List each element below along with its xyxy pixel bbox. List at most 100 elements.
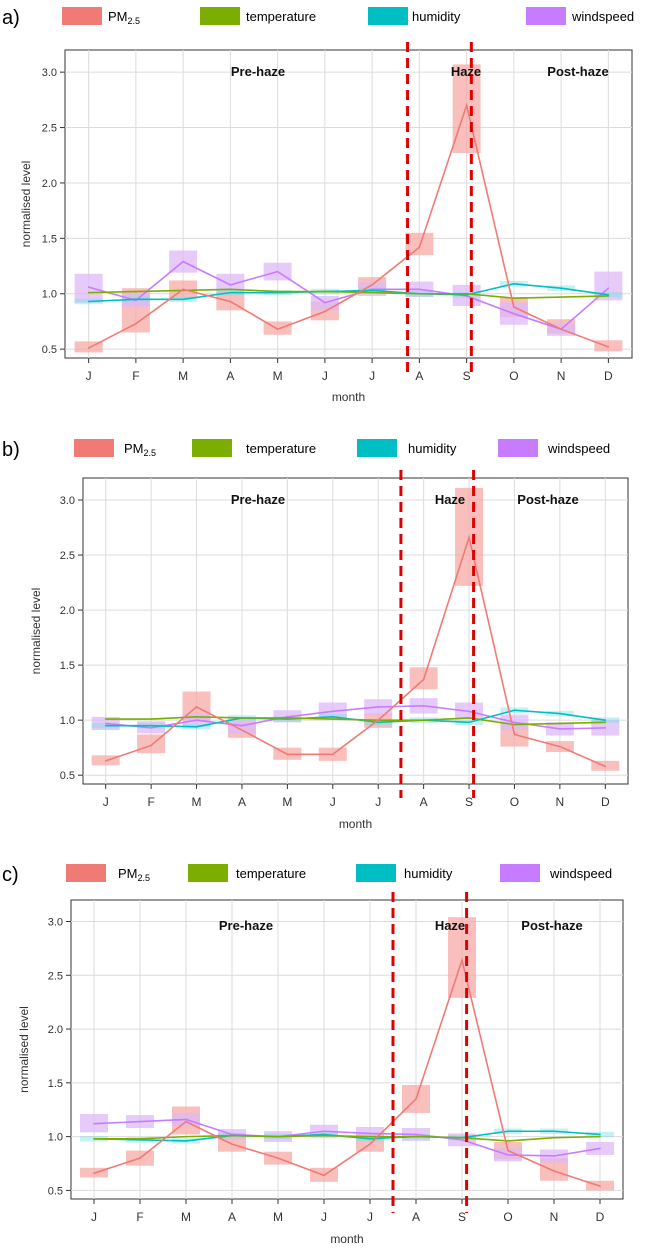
y-tick-label: 2.5 — [48, 970, 63, 982]
x-tick-label: M — [282, 795, 292, 809]
point-temperature — [465, 292, 468, 295]
point-windspeed — [331, 710, 334, 713]
point-pm25 — [507, 1149, 509, 1152]
x-tick-label: S — [465, 795, 473, 809]
point-temperature — [286, 717, 289, 719]
point-pm25 — [331, 753, 334, 756]
y-tick-label: 1.0 — [42, 289, 57, 301]
legend-swatch-windspeed — [526, 7, 566, 25]
legend-swatch-pm25 — [74, 439, 114, 457]
x-tick-label: N — [557, 369, 566, 383]
point-pm25 — [560, 328, 562, 330]
point-pm25 — [276, 328, 279, 330]
point-pm25 — [369, 1143, 371, 1145]
point-humidity — [513, 282, 515, 285]
point-temperature — [468, 717, 470, 719]
point-humidity — [195, 725, 198, 728]
x-tick-label: J — [369, 369, 375, 383]
legend-pm-main: PM — [108, 9, 128, 24]
x-tick-label: A — [238, 795, 246, 809]
point-windspeed — [418, 288, 421, 291]
point-windspeed — [241, 724, 243, 727]
legend-label-pm25: PM2.5 — [108, 9, 140, 26]
point-pm25 — [468, 536, 470, 539]
point-temperature — [507, 1140, 509, 1142]
point-temperature — [241, 717, 243, 719]
point-temperature — [135, 290, 137, 293]
legend-swatch-humidity — [356, 864, 396, 882]
point-pm25 — [599, 1185, 601, 1187]
point-humidity — [507, 1130, 509, 1133]
chart-panel-b: b) PM2.5 temperature humidity windspeed0.51.… — [2, 439, 629, 831]
band-pm25 — [594, 340, 623, 352]
point-pm25 — [323, 1174, 325, 1177]
band-pm25 — [74, 341, 103, 353]
point-temperature — [371, 291, 373, 294]
point-windspeed — [513, 721, 516, 724]
point-temperature — [560, 296, 562, 298]
point-pm25 — [607, 346, 610, 348]
band-pm25 — [405, 232, 434, 255]
series-line-windspeed — [93, 1118, 601, 1157]
x-tick-label: N — [556, 795, 565, 809]
point-pm25 — [241, 729, 243, 731]
x-tick-label: A — [412, 1210, 420, 1224]
point-humidity — [135, 298, 137, 301]
chart-panel-a: a) PM2.5 temperature humidity windspeed0.51.… — [2, 7, 634, 404]
point-humidity — [229, 291, 232, 294]
point-temperature — [461, 1136, 463, 1139]
band-windspeed — [74, 273, 103, 303]
point-pm25 — [371, 284, 373, 286]
region-label: Haze — [435, 492, 465, 507]
y-tick-label: 1.5 — [48, 1078, 63, 1090]
x-tick-label: J — [321, 1210, 327, 1224]
point-temperature — [331, 718, 334, 720]
point-humidity — [150, 724, 152, 727]
point-windspeed — [422, 705, 425, 707]
y-tick-label: 2.5 — [60, 550, 75, 562]
x-tick-label: A — [420, 795, 428, 809]
legend-label-temperature: temperature — [246, 9, 316, 24]
y-tick-label: 0.5 — [48, 1185, 63, 1197]
point-humidity — [468, 721, 470, 724]
x-tick-label: J — [91, 1210, 97, 1224]
legend-label-humidity: humidity — [404, 866, 453, 881]
panel-label: a) — [2, 7, 20, 29]
x-tick-label: M — [273, 369, 283, 383]
point-pm25 — [559, 745, 561, 748]
point-humidity — [87, 300, 90, 303]
point-temperature — [277, 1135, 279, 1138]
point-windspeed — [415, 1133, 417, 1136]
legend-swatch-windspeed — [498, 439, 538, 457]
point-windspeed — [229, 284, 232, 286]
x-tick-label: N — [550, 1210, 559, 1224]
legend-pm-sub: 2.5 — [128, 16, 141, 26]
x-tick-label: J — [86, 369, 92, 383]
x-tick-label: O — [503, 1210, 512, 1224]
point-windspeed — [150, 727, 152, 729]
chart-panel-c: c) PM2.5 temperature humidity windspeed0.51.… — [2, 864, 624, 1246]
point-temperature — [553, 1136, 555, 1139]
point-pm25 — [87, 347, 90, 349]
point-windspeed — [139, 1120, 141, 1123]
point-windspeed — [369, 1132, 371, 1135]
point-temperature — [93, 1137, 95, 1140]
point-windspeed — [87, 286, 90, 288]
series-line-temperature — [105, 716, 606, 726]
point-temperature — [229, 288, 232, 291]
y-tick-label: 3.0 — [60, 495, 75, 507]
x-tick-label: S — [463, 369, 471, 383]
point-humidity — [182, 298, 184, 301]
plot-frame — [64, 49, 633, 359]
y-tick-label: 2.0 — [48, 1024, 63, 1036]
legend-pm-sub: 2.5 — [144, 448, 157, 458]
point-windspeed — [104, 722, 107, 725]
point-windspeed — [182, 260, 184, 263]
point-pm25 — [465, 104, 468, 107]
x-tick-label: S — [458, 1210, 466, 1224]
point-humidity — [371, 289, 373, 292]
point-windspeed — [93, 1122, 95, 1125]
region-label: Post-haze — [521, 918, 582, 933]
point-pm25 — [513, 306, 515, 308]
